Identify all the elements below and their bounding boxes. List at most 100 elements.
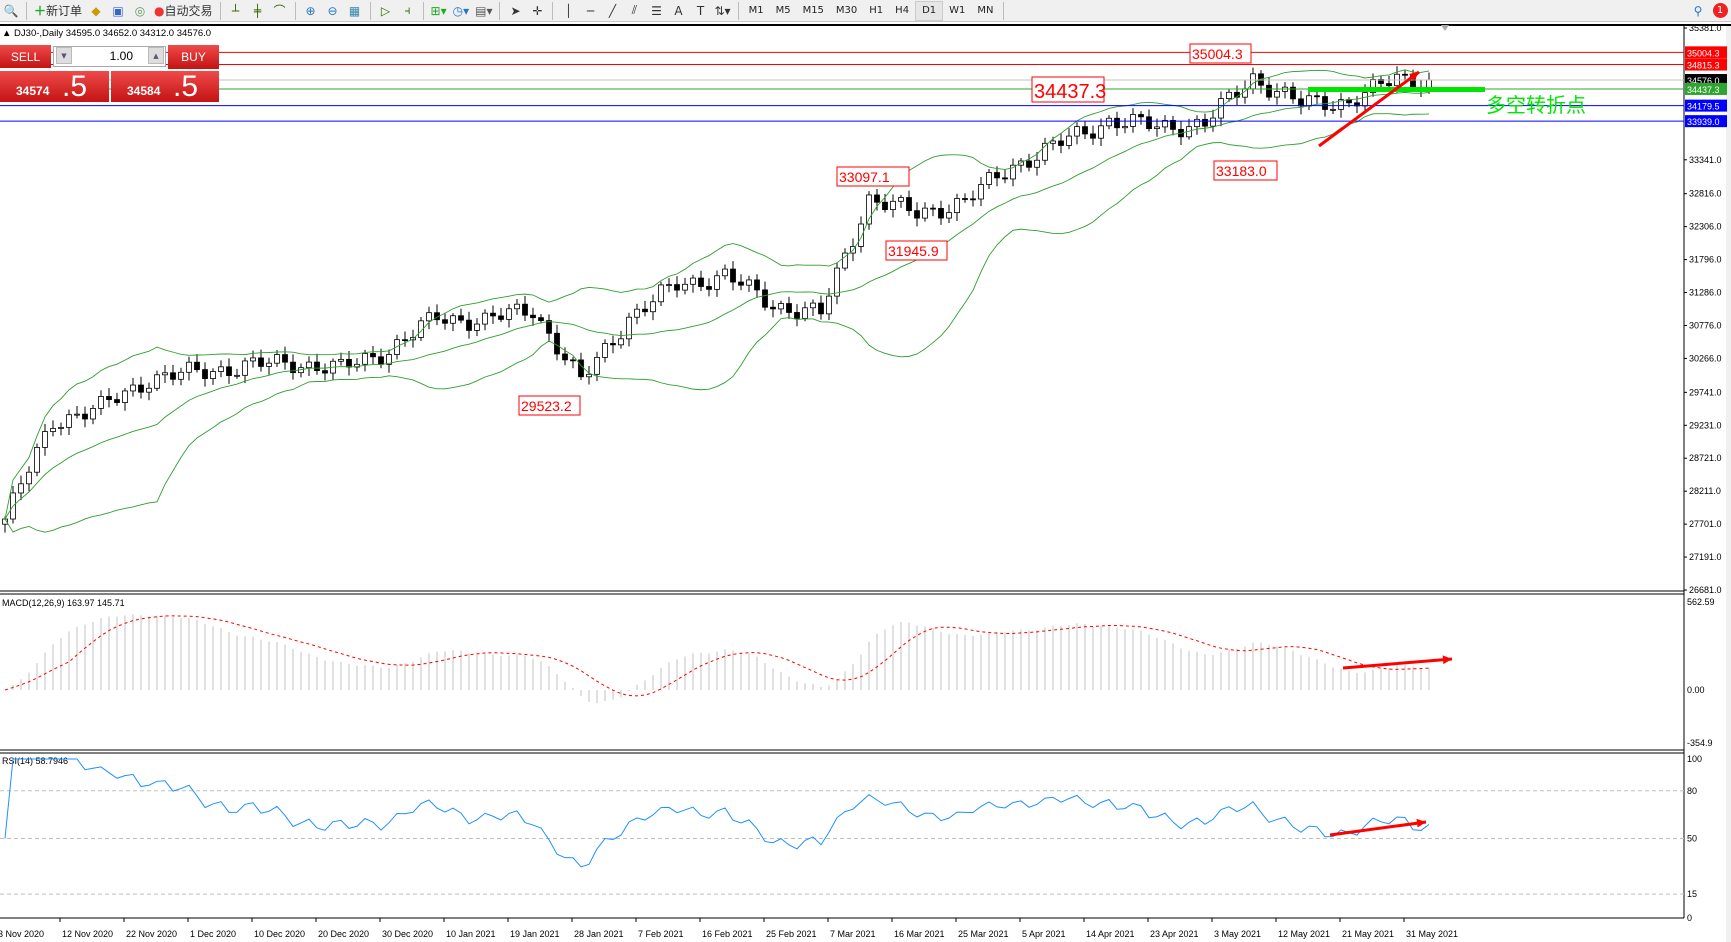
- price-annotation: 33097.1: [839, 169, 890, 185]
- tile-windows-icon[interactable]: ▦: [348, 3, 361, 18]
- candle-body: [978, 184, 984, 200]
- timeframe-m30[interactable]: M30: [835, 5, 858, 16]
- trendline-icon[interactable]: ╱: [608, 3, 617, 18]
- sell-price-button[interactable]: 34574 .5: [0, 70, 109, 103]
- buy-button[interactable]: BUY: [168, 45, 219, 69]
- date-label: 25 Mar 2021: [958, 929, 1009, 939]
- price-tick-label: 31286.0: [1689, 288, 1722, 298]
- date-label: 31 May 2021: [1406, 929, 1458, 939]
- date-label: 12 May 2021: [1278, 929, 1330, 939]
- trend-arrow: [1318, 70, 1420, 148]
- fibonacci-icon[interactable]: ☰: [651, 3, 662, 18]
- buy-price-button[interactable]: 34584 .5: [111, 70, 219, 103]
- timeframe-m15[interactable]: M15: [802, 5, 824, 16]
- candle-body: [658, 284, 664, 303]
- timeframe-mn[interactable]: MN: [977, 5, 994, 16]
- search-icon[interactable]: ⚲: [1693, 3, 1703, 18]
- timeframe-h1[interactable]: H1: [869, 5, 884, 16]
- auto-trading-button[interactable]: ● 自动交易: [151, 1, 216, 21]
- candle-body: [122, 390, 128, 403]
- collapse-icon[interactable]: ▲: [2, 28, 15, 39]
- level-price-text: 34437.3: [1687, 85, 1720, 95]
- candle-body: [922, 207, 928, 219]
- date-label: 3 May 2021: [1214, 929, 1261, 939]
- candle-body: [1162, 119, 1168, 128]
- candle-body: [1274, 91, 1280, 98]
- price-annotation-box: [885, 240, 948, 261]
- candle-body: [266, 362, 272, 367]
- lot-size-input[interactable]: 1.00: [53, 46, 166, 67]
- candle-body: [914, 210, 920, 219]
- candle-body: [18, 483, 24, 494]
- equidistant-channel-icon[interactable]: ⫽: [631, 3, 638, 17]
- timeframe-m5[interactable]: M5: [775, 5, 791, 16]
- candle-body: [610, 343, 616, 346]
- sell-button[interactable]: SELL: [0, 45, 51, 69]
- candle-body: [722, 268, 728, 277]
- horizontal-line-icon[interactable]: ─: [586, 3, 595, 18]
- candle-body: [394, 339, 400, 355]
- chart-shift-icon[interactable]: ⫞: [404, 3, 411, 17]
- candle-body: [1138, 114, 1144, 118]
- trend-arrow-head: [1409, 72, 1419, 81]
- zoom-window-icon[interactable]: 🔍: [3, 3, 19, 18]
- candle-body: [522, 303, 528, 316]
- cursor-icon[interactable]: ➤: [510, 3, 521, 18]
- scrollbar: [1726, 26, 1731, 942]
- timeframe-h4[interactable]: H4: [895, 5, 910, 16]
- candle-body: [290, 361, 296, 374]
- candle-body: [930, 207, 936, 210]
- arrows-icon[interactable]: ⇅▾: [714, 3, 731, 18]
- candle-body: [698, 277, 704, 287]
- vertical-line-icon[interactable]: │: [564, 3, 573, 18]
- candlestick-chart-icon[interactable]: ╪: [253, 3, 262, 18]
- candle-body: [634, 308, 640, 318]
- signals-icon[interactable]: ◎: [134, 3, 146, 18]
- auto-scroll-icon[interactable]: ▷: [380, 3, 391, 18]
- rsi-tick-label: 80: [1687, 786, 1697, 796]
- indicators-icon[interactable]: ⊞▾: [430, 3, 447, 18]
- candle-body: [762, 289, 768, 308]
- macd-tick-label: 562.59: [1687, 597, 1715, 607]
- candle-body: [530, 314, 536, 319]
- market-watch-icon[interactable]: ◆: [91, 3, 101, 18]
- bar-chart-icon[interactable]: ┴: [231, 3, 240, 18]
- new-order-label: 新订单: [46, 4, 83, 18]
- rsi-tick-label: 0: [1687, 913, 1692, 923]
- candle-body: [114, 399, 120, 403]
- candle-body: [450, 315, 456, 324]
- timeframe-m1[interactable]: M1: [748, 5, 764, 16]
- candle-body: [130, 384, 136, 392]
- lot-increase-button[interactable]: ▲: [148, 47, 164, 64]
- candle-body: [546, 320, 552, 334]
- candle-body: [954, 198, 960, 214]
- candle-body: [242, 360, 248, 376]
- candle-body: [58, 426, 64, 429]
- chart-header: ▲ DJ30-,Daily 34595.0 34652.0 34312.0 34…: [2, 28, 211, 39]
- date-label: 7 Mar 2021: [830, 929, 876, 939]
- notification-badge[interactable]: 1: [1709, 1, 1731, 21]
- level-price-text: 34576.0: [1687, 76, 1720, 86]
- zoom-in-icon[interactable]: ⊕: [305, 3, 316, 18]
- timeframe-d1[interactable]: D1: [915, 0, 944, 21]
- candle-body: [274, 354, 280, 364]
- text-icon[interactable]: A: [674, 3, 683, 18]
- text-label-icon[interactable]: T: [696, 3, 705, 18]
- candle-body: [1378, 79, 1384, 84]
- line-chart-icon[interactable]: ⌒: [273, 4, 286, 18]
- lot-decrease-button[interactable]: ▼: [56, 47, 72, 64]
- toolbar-separator: [1003, 1, 1005, 20]
- rsi-arrow: [1329, 820, 1427, 837]
- new-order-button[interactable]: ＋新订单: [31, 1, 85, 21]
- periods-icon[interactable]: ◷▾: [452, 3, 470, 18]
- date-label: 19 Jan 2021: [510, 929, 560, 939]
- crosshair-icon[interactable]: ✛: [532, 3, 543, 18]
- navigator-icon[interactable]: ▣: [112, 3, 124, 18]
- zoom-out-icon[interactable]: ⊖: [327, 3, 338, 18]
- macd-label: MACD(12,26,9) 163.97 145.71: [2, 598, 125, 608]
- new-order-icon: ＋: [34, 4, 47, 18]
- templates-icon[interactable]: ▤▾: [475, 3, 493, 18]
- rsi-label: RSI(14) 58.7946: [2, 756, 68, 766]
- timeframe-w1[interactable]: W1: [949, 5, 966, 16]
